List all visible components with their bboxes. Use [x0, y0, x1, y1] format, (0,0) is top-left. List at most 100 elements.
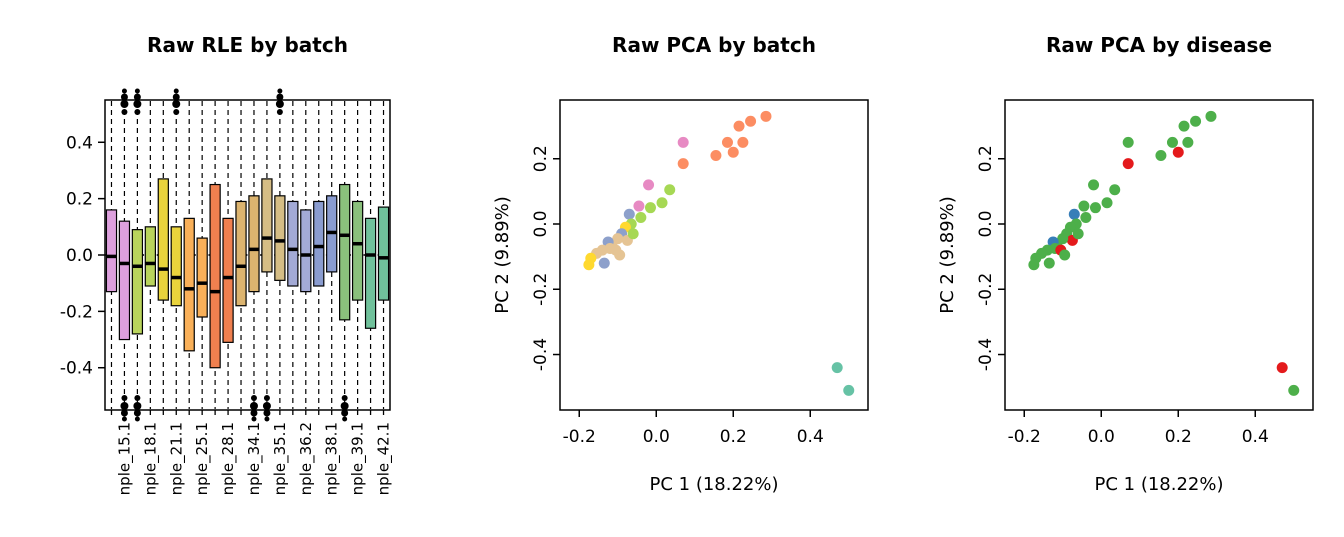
panel-pca-batch: Raw PCA by batch -0.2 0.0 0.2 0.4 -0.4 -0.2 0.0…: [492, 33, 869, 495]
y-tick-label: 0.2: [66, 190, 93, 210]
data-point: [1122, 136, 1134, 148]
outlier-point: [120, 100, 129, 108]
y-tick-label: 0.0: [531, 210, 551, 237]
data-point: [1078, 200, 1090, 212]
data-point: [1028, 259, 1040, 271]
box: [131, 229, 144, 335]
data-point: [583, 259, 595, 271]
data-point: [1205, 110, 1217, 122]
outlier-point: [264, 416, 270, 422]
x-tick-label: nple_38.1: [323, 422, 342, 495]
x-tick-label: nple_36.2: [297, 422, 316, 495]
outlier-point: [120, 93, 128, 101]
data-point: [1088, 179, 1100, 191]
data-point: [1122, 158, 1134, 170]
box: [274, 195, 286, 281]
outlier-point: [250, 395, 257, 401]
box: [364, 217, 377, 329]
outlier-point: [134, 395, 141, 401]
box: [105, 209, 118, 293]
outlier-point: [121, 416, 127, 422]
x-tick-label: 0.2: [1165, 427, 1192, 447]
box: [170, 226, 182, 307]
data-point: [623, 208, 635, 220]
data-point: [1182, 136, 1194, 148]
y-tick-label: 0.4: [66, 133, 93, 153]
x-axis-label: PC 1 (18.22%): [1095, 474, 1224, 495]
box: [196, 237, 208, 318]
panel-title: Raw PCA by batch: [612, 33, 816, 57]
box: [377, 206, 390, 301]
x-tick-label: nple_39.1: [349, 422, 368, 495]
box: [222, 217, 234, 343]
data-point: [1190, 115, 1202, 127]
data-point: [677, 158, 689, 170]
plot-frame: [1004, 99, 1314, 411]
x-tick-label: -0.2: [1008, 427, 1041, 447]
box: [144, 226, 156, 287]
box: [351, 200, 364, 301]
y-tick-label: -0.4: [976, 338, 996, 371]
x-tick-label: nple_25.1: [193, 422, 212, 495]
outlier-point: [276, 93, 284, 101]
x-tick-label: 0.4: [1242, 427, 1269, 447]
outlier-point: [262, 402, 271, 410]
data-point: [644, 202, 656, 214]
data-point: [843, 384, 855, 396]
x-tick-label: -0.2: [563, 427, 596, 447]
data-point: [598, 257, 610, 269]
data-point: [745, 115, 757, 127]
outlier-point: [133, 402, 142, 410]
data-point: [733, 120, 745, 132]
data-point: [1109, 184, 1121, 196]
box: [339, 183, 351, 321]
outlier-point: [172, 100, 181, 108]
data-point: [1172, 146, 1184, 158]
outlier-point: [342, 416, 348, 422]
y-tick-label: 0.0: [976, 210, 996, 237]
x-tick-label: nple_15.1: [115, 422, 134, 495]
outlier-point: [121, 109, 128, 115]
y-tick-label: 0.0: [66, 246, 93, 266]
outlier-point: [173, 109, 180, 115]
y-tick-label: 0.2: [531, 145, 551, 172]
outlier-point: [134, 88, 140, 94]
box: [209, 183, 221, 369]
data-point: [627, 228, 639, 240]
outlier-point: [133, 100, 142, 108]
data-point: [677, 136, 689, 148]
data-point: [1089, 202, 1101, 214]
box: [118, 220, 131, 341]
outlier-point: [263, 395, 270, 401]
outlier-point: [173, 88, 179, 94]
outlier-point: [133, 93, 141, 101]
x-tick-label: nple_34.1: [245, 422, 264, 495]
data-point: [1276, 362, 1288, 374]
data-point: [1178, 120, 1190, 132]
box: [261, 178, 273, 273]
panel-title: Raw RLE by batch: [147, 33, 348, 57]
x-tick-label: nple_21.1: [167, 422, 186, 495]
y-axis-label: PC 2 (9.89%): [937, 196, 958, 314]
outlier-point: [120, 402, 129, 410]
y-axis-label: PC 2 (9.89%): [492, 196, 513, 314]
y-tick-label: -0.2: [531, 273, 551, 306]
x-tick-label: nple_28.1: [219, 422, 238, 495]
outlier-point: [275, 100, 284, 108]
data-point: [656, 197, 668, 209]
data-point: [831, 362, 843, 374]
x-tick-label: 0.0: [1088, 427, 1115, 447]
y-tick-label: -0.4: [531, 338, 551, 371]
outlier-point: [249, 402, 258, 410]
x-tick-label: nple_35.1: [271, 422, 290, 495]
outlier-point: [121, 395, 128, 401]
y-tick-label: 0.2: [976, 145, 996, 172]
plot-frame: [104, 99, 391, 411]
box: [235, 200, 247, 307]
data-point: [1080, 211, 1092, 223]
box: [248, 195, 260, 293]
data-point: [1059, 249, 1071, 261]
plot-frame: [559, 99, 869, 411]
data-point: [1166, 136, 1178, 148]
y-tick-label: -0.4: [60, 359, 93, 379]
